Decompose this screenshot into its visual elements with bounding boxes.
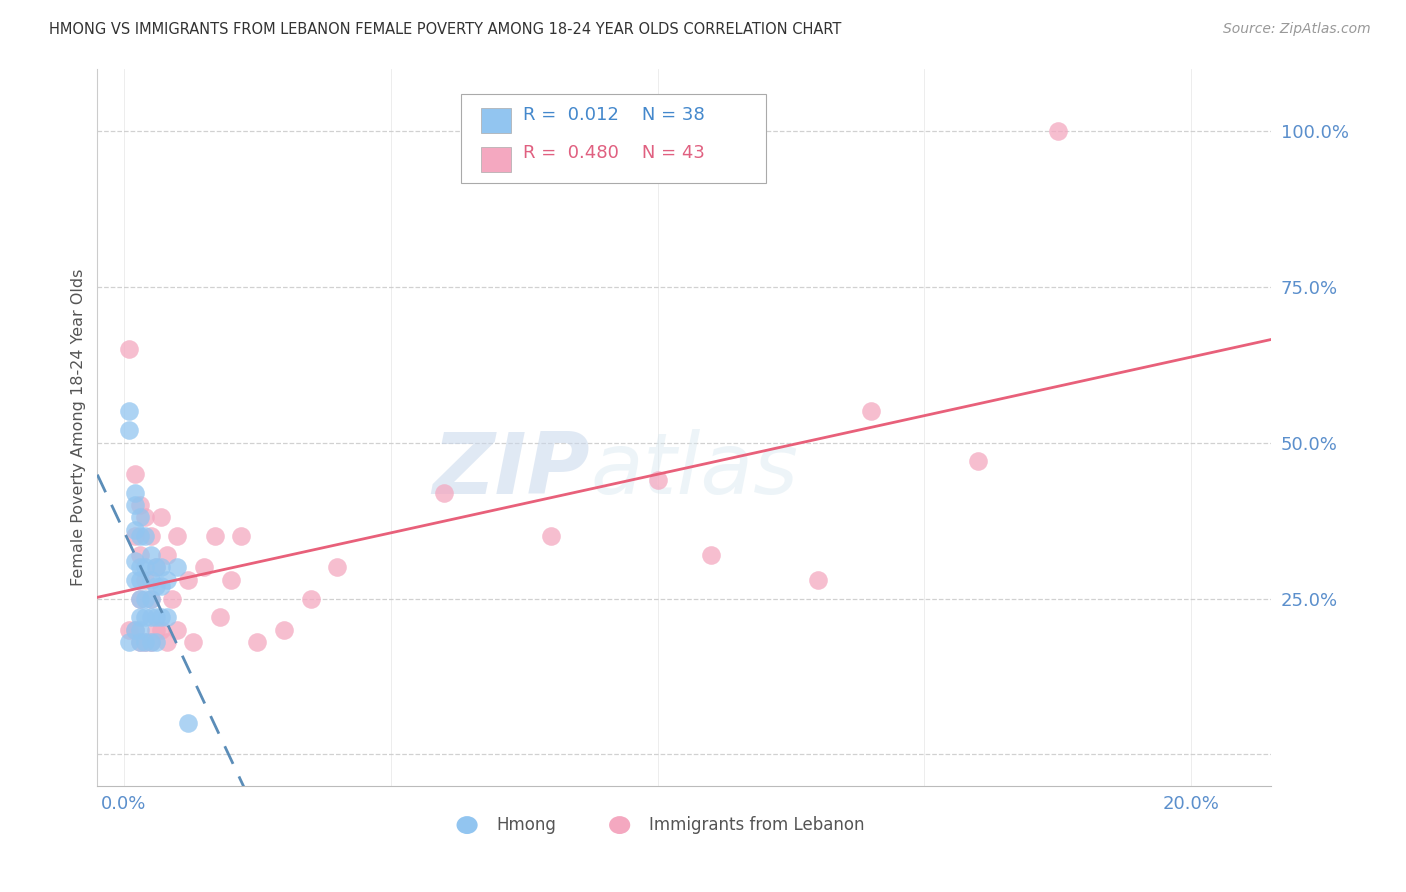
Point — [166, 560, 188, 574]
Point — [156, 610, 179, 624]
Ellipse shape — [609, 816, 630, 834]
Point — [1046, 124, 1069, 138]
Point — [150, 610, 173, 624]
Point — [118, 623, 141, 637]
Point — [145, 579, 167, 593]
Point — [129, 610, 152, 624]
Point — [134, 573, 156, 587]
Point — [160, 591, 183, 606]
Text: R =  0.012    N = 38: R = 0.012 N = 38 — [523, 105, 706, 124]
Point — [129, 591, 152, 606]
Point — [231, 529, 253, 543]
Point — [183, 635, 205, 649]
Point — [139, 529, 162, 543]
Point — [139, 591, 162, 606]
Point — [204, 529, 226, 543]
Point — [134, 591, 156, 606]
Point — [177, 716, 200, 731]
FancyBboxPatch shape — [461, 94, 766, 183]
Point — [134, 635, 156, 649]
Point — [246, 635, 269, 649]
Point — [166, 529, 188, 543]
Point — [129, 560, 152, 574]
Point — [433, 485, 456, 500]
Point — [124, 467, 146, 481]
Point — [139, 573, 162, 587]
Point — [129, 510, 152, 524]
Point — [134, 560, 156, 574]
Point — [124, 573, 146, 587]
Text: R =  0.480    N = 43: R = 0.480 N = 43 — [523, 145, 706, 162]
Point — [166, 623, 188, 637]
Point — [124, 554, 146, 568]
Point — [134, 635, 156, 649]
Point — [124, 529, 146, 543]
Text: HMONG VS IMMIGRANTS FROM LEBANON FEMALE POVERTY AMONG 18-24 YEAR OLDS CORRELATIO: HMONG VS IMMIGRANTS FROM LEBANON FEMALE … — [49, 22, 842, 37]
Point — [118, 635, 141, 649]
Point — [299, 591, 322, 606]
Point — [118, 423, 141, 437]
Point — [118, 342, 141, 356]
Point — [118, 404, 141, 418]
Point — [150, 560, 173, 574]
Point — [145, 560, 167, 574]
Point — [145, 623, 167, 637]
Y-axis label: Female Poverty Among 18-24 Year Olds: Female Poverty Among 18-24 Year Olds — [72, 268, 86, 586]
Point — [124, 623, 146, 637]
Text: Source: ZipAtlas.com: Source: ZipAtlas.com — [1223, 22, 1371, 37]
Point — [156, 573, 179, 587]
Point — [273, 623, 295, 637]
Point — [129, 548, 152, 562]
Text: Hmong: Hmong — [496, 816, 557, 834]
Point — [124, 485, 146, 500]
Text: ZIP: ZIP — [433, 428, 591, 512]
Point — [129, 623, 152, 637]
Point — [134, 529, 156, 543]
Point — [129, 635, 152, 649]
Point — [219, 573, 242, 587]
Point — [156, 635, 179, 649]
Point — [145, 560, 167, 574]
Point — [807, 573, 830, 587]
Point — [859, 404, 882, 418]
Point — [129, 529, 152, 543]
Point — [124, 523, 146, 537]
Point — [124, 623, 146, 637]
Point — [209, 610, 232, 624]
Point — [145, 610, 167, 624]
Point — [139, 635, 162, 649]
Point — [540, 529, 562, 543]
Point — [326, 560, 349, 574]
Point — [134, 610, 156, 624]
Point — [139, 635, 162, 649]
FancyBboxPatch shape — [481, 108, 510, 133]
Point — [177, 573, 200, 587]
Point — [150, 579, 173, 593]
Point — [134, 510, 156, 524]
Point — [156, 548, 179, 562]
Point — [129, 498, 152, 512]
Point — [139, 591, 162, 606]
Point — [150, 510, 173, 524]
FancyBboxPatch shape — [481, 147, 510, 172]
Ellipse shape — [457, 816, 478, 834]
Point — [139, 610, 162, 624]
Point — [129, 635, 152, 649]
Point — [700, 548, 723, 562]
Point — [129, 591, 152, 606]
Point — [129, 573, 152, 587]
Point — [647, 473, 669, 487]
Point — [139, 548, 162, 562]
Point — [193, 560, 215, 574]
Text: Immigrants from Lebanon: Immigrants from Lebanon — [650, 816, 865, 834]
Text: atlas: atlas — [591, 428, 799, 512]
Point — [966, 454, 988, 468]
Point — [124, 498, 146, 512]
Point — [145, 635, 167, 649]
Point — [150, 623, 173, 637]
